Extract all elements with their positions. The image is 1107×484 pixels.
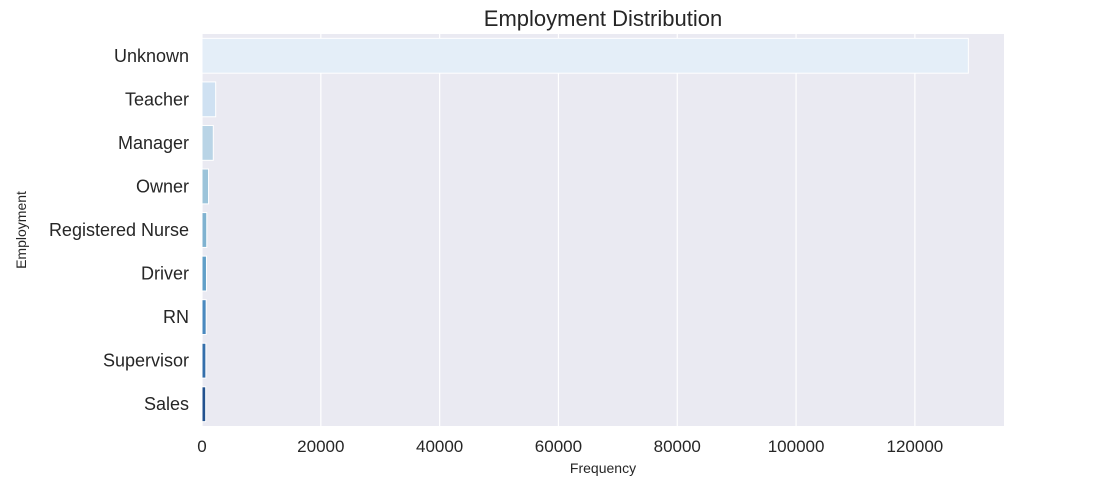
bar-supervisor [201,342,207,379]
category-label: Sales [144,394,189,414]
x-tick-label: 120000 [887,437,944,456]
x-tick-labels: 0 20000 40000 60000 80000 100000 120000 [197,437,943,456]
gridlines [201,34,916,426]
x-tick-label: 20000 [297,437,344,456]
x-tick-label: 60000 [535,437,582,456]
bar-driver [201,255,207,292]
category-label: RN [163,307,189,327]
bar-registered-nurse [201,212,208,248]
x-tick-label: 0 [197,437,206,456]
plot-area [202,34,1004,426]
bar-unknown [201,37,969,74]
bar-rn [201,299,207,336]
x-tick-label: 80000 [654,437,701,456]
chart-title: Employment Distribution [484,6,722,31]
bar-owner [201,168,210,205]
category-label: Registered Nurse [49,220,189,240]
bar-sales [201,386,207,423]
x-tick-label: 40000 [416,437,463,456]
category-label: Driver [141,264,189,284]
bar-manager [201,124,214,161]
bar-teacher [201,81,217,118]
category-labels: Unknown Teacher Manager Owner Registered Nur… [49,46,189,414]
bars [201,37,969,423]
x-tick-label: 100000 [768,437,825,456]
category-label: Owner [136,176,189,196]
category-label: Unknown [114,46,189,66]
category-label: Manager [118,133,189,153]
x-axis-title: Frequency [570,460,636,476]
category-label: Supervisor [103,351,189,371]
y-axis-title: Employment [13,191,29,269]
category-label: Teacher [125,89,189,109]
